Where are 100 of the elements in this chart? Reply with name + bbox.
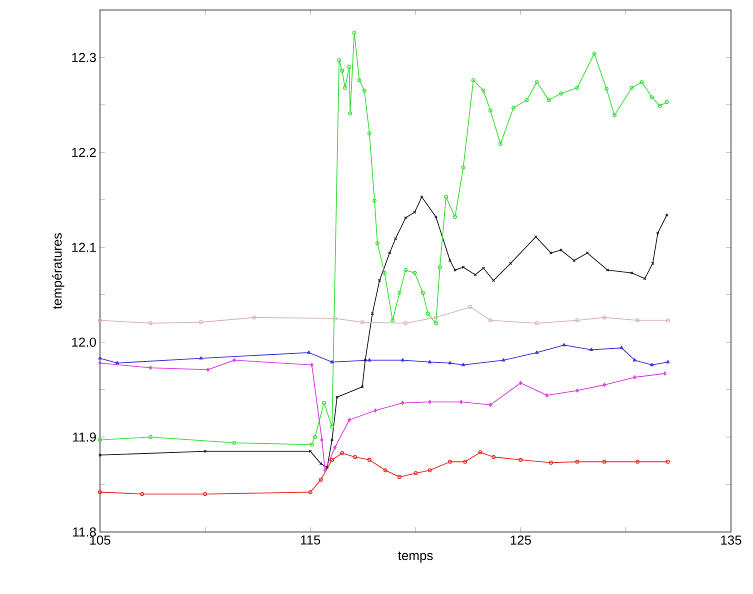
y-tick-label: 11.8: [73, 527, 96, 537]
point: [367, 458, 372, 462]
point: [471, 78, 476, 82]
point: [606, 268, 610, 272]
point: [426, 312, 430, 316]
point: [332, 316, 337, 320]
point: [620, 346, 624, 350]
point: [575, 460, 580, 464]
point: [434, 315, 438, 320]
point: [548, 460, 554, 465]
point: [330, 438, 334, 442]
point: [630, 86, 634, 90]
point: [330, 458, 334, 462]
point: [519, 380, 522, 386]
point: [462, 266, 465, 269]
point: [383, 468, 388, 472]
point: [310, 442, 314, 447]
point: [488, 402, 492, 407]
point: [340, 451, 344, 456]
point: [140, 492, 144, 496]
point: [364, 358, 367, 362]
point: [353, 454, 358, 460]
point: [307, 350, 311, 354]
point: [308, 490, 312, 494]
y-tick-label: 11.9: [73, 432, 96, 442]
point: [428, 400, 432, 404]
point: [199, 356, 203, 360]
point: [333, 445, 337, 450]
point: [534, 235, 538, 238]
point: [604, 86, 609, 91]
point: [438, 265, 442, 270]
point: [232, 440, 236, 445]
point: [428, 360, 432, 364]
point: [498, 142, 503, 146]
point: [636, 318, 640, 322]
point: [511, 106, 516, 110]
point: [375, 241, 380, 246]
point: [357, 78, 362, 82]
point: [518, 458, 523, 462]
point: [310, 362, 314, 367]
point: [602, 315, 606, 320]
point: [488, 318, 492, 322]
y-tick-label: 12.3: [72, 52, 96, 62]
point: [352, 30, 356, 35]
point: [428, 468, 432, 472]
point: [444, 194, 448, 200]
point: [252, 315, 256, 320]
point: [459, 400, 463, 404]
point: [592, 52, 596, 56]
point: [481, 88, 486, 93]
point: [372, 198, 377, 203]
point: [576, 388, 579, 393]
point: [602, 382, 606, 387]
point: [330, 424, 334, 429]
point: [382, 270, 387, 275]
point: [397, 474, 402, 479]
point: [404, 268, 408, 272]
point: [348, 418, 351, 422]
point: [545, 393, 549, 398]
point: [559, 91, 564, 96]
point: [491, 454, 496, 460]
point: [502, 358, 506, 362]
point: [474, 273, 477, 276]
point: [448, 258, 452, 262]
point: [322, 400, 326, 405]
point: [633, 375, 636, 380]
point: [488, 108, 492, 113]
y-tick-label: 12.1: [72, 242, 96, 252]
point: [148, 366, 152, 370]
point: [492, 278, 496, 282]
point: [148, 321, 153, 326]
point: [448, 460, 452, 464]
point: [414, 471, 418, 476]
x-tick-label: 125: [510, 536, 531, 545]
point: [658, 104, 662, 108]
point: [320, 438, 324, 442]
point: [562, 342, 566, 346]
point: [348, 111, 352, 116]
point: [468, 305, 472, 310]
point: [390, 318, 395, 322]
point: [323, 468, 327, 472]
point: [463, 460, 468, 464]
point: [453, 268, 457, 272]
x-tick-label: 115: [300, 536, 320, 545]
point: [650, 95, 654, 100]
y-tick-label: 12.2: [72, 148, 96, 157]
point: [640, 80, 644, 84]
point: [115, 361, 120, 364]
point: [340, 68, 344, 73]
point: [318, 478, 323, 482]
point: [602, 460, 606, 464]
point: [401, 400, 404, 405]
point: [206, 368, 210, 372]
point: [534, 321, 539, 326]
point: [400, 358, 405, 362]
point: [575, 318, 580, 322]
point: [590, 348, 594, 352]
x-axis-title: temps: [398, 552, 433, 563]
point: [404, 321, 408, 326]
point: [203, 492, 208, 496]
